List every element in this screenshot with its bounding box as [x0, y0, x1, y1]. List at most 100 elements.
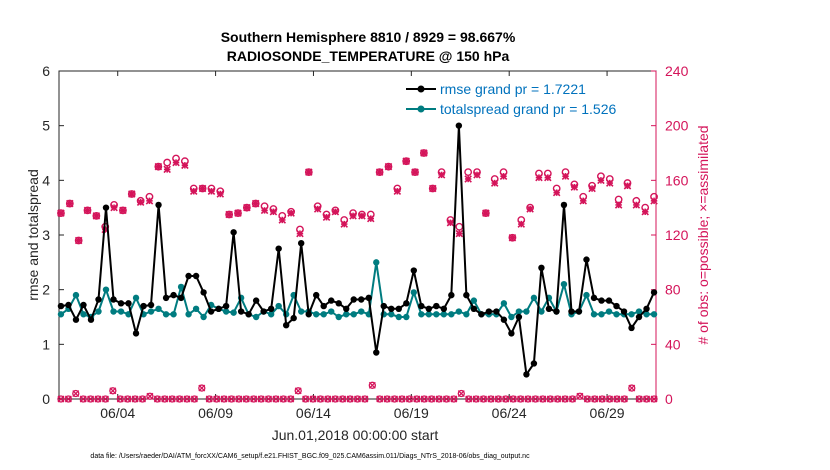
rmse-point: [620, 308, 628, 315]
obs-assimilated-point: [535, 173, 543, 182]
obs-zero-point: [457, 389, 465, 398]
y-left-tick-label: 4: [42, 172, 50, 188]
obs-zero-point: [650, 395, 658, 403]
obs-assimilated-point: [446, 218, 455, 227]
totalspread-point: [373, 259, 380, 266]
obs-assimilated-point: [128, 190, 136, 198]
rmse-point: [200, 289, 207, 296]
obs-assimilated-point: [216, 190, 225, 198]
rmse-point: [560, 201, 568, 209]
y-right-tick-label: 40: [665, 336, 681, 352]
legend-spread-label: totalspread grand pr = 1.526: [440, 101, 617, 117]
obs-zero-point: [116, 395, 124, 403]
totalspread-point: [463, 311, 470, 318]
totalspread-point: [297, 308, 305, 315]
rmse-point: [403, 300, 410, 307]
obs-assimilated-point: [508, 233, 517, 242]
obs-assimilated-point: [251, 199, 260, 208]
obs-zero-point: [72, 389, 80, 398]
totalspread-point: [320, 311, 327, 318]
rmse-point: [365, 294, 372, 302]
totalspread-point: [147, 308, 155, 315]
obs-assimilated-point: [588, 184, 596, 193]
obs-zero-point: [605, 395, 614, 403]
rmse-point: [237, 308, 245, 315]
obs-assimilated-point: [420, 149, 428, 157]
rmse-point: [72, 316, 80, 323]
obs-assimilated-point: [499, 172, 508, 180]
obs-zero-point: [272, 395, 280, 403]
obs-zero-point: [450, 395, 458, 403]
rmse-point: [358, 296, 365, 303]
obs-assimilated-point: [278, 216, 287, 224]
totalspread-point: [523, 308, 530, 315]
rmse-point: [568, 308, 575, 315]
obs-assimilated-point: [490, 179, 499, 187]
rmse-point: [320, 302, 327, 310]
obs-assimilated-point: [340, 220, 348, 228]
totalspread-point: [628, 311, 635, 318]
x-axis-label: Jun.01,2018 00:00:00 start: [272, 427, 439, 443]
obs-assimilated-point: [544, 173, 552, 182]
rmse-point: [575, 308, 583, 315]
obs-zero-point: [591, 395, 599, 403]
obs-assimilated-point: [198, 184, 207, 193]
obs-zero-point: [198, 384, 206, 392]
obs-assimilated-point: [57, 209, 65, 217]
obs-assimilated-point: [384, 162, 393, 171]
rmse-point: [515, 313, 523, 321]
obs-assimilated-point: [606, 179, 614, 187]
y-right-tick-label: 0: [665, 391, 673, 407]
rmse-point: [635, 313, 643, 321]
totalspread-point: [200, 313, 207, 321]
obs-assimilated-point: [66, 199, 74, 208]
obs-assimilated-point: [136, 198, 145, 206]
totalspread-point: [350, 311, 357, 318]
obs-assimilated-point: [145, 197, 154, 205]
x-tick-label: 06/09: [198, 405, 233, 421]
obs-zero-point: [153, 395, 161, 403]
totalspread-point: [470, 297, 478, 304]
rmse-point: [102, 204, 110, 211]
obs-assimilated-point: [225, 210, 233, 219]
rmse-point: [260, 308, 267, 315]
obs-zero-point: [301, 395, 310, 403]
totalspread-point: [170, 311, 177, 318]
rmse-point: [373, 349, 380, 356]
obs-assimilated-point: [552, 188, 561, 197]
rmse-point: [185, 272, 192, 280]
rmse-point: [470, 305, 478, 312]
rmse-point: [110, 296, 117, 303]
obs-zero-point: [220, 395, 228, 403]
totalspread-point: [155, 305, 162, 312]
obs-assimilated-point: [313, 205, 322, 213]
obs-assimilated-point: [74, 236, 83, 245]
obs-zero-point: [539, 395, 547, 403]
y-left-tick-label: 6: [42, 63, 50, 79]
obs-zero-point: [242, 395, 250, 403]
obs-assimilated-point: [110, 203, 118, 212]
obs-zero-point: [79, 395, 87, 403]
obs-zero-point: [598, 395, 606, 403]
obs-zero-point: [324, 395, 332, 403]
obs-zero-point: [175, 395, 184, 403]
obs-zero-point: [554, 395, 562, 403]
obs-zero-point: [250, 395, 258, 403]
rmse-point: [335, 300, 342, 307]
rmse-point: [605, 297, 613, 304]
obs-assimilated-point: [83, 206, 92, 215]
rmse-point: [545, 305, 553, 312]
rmse-point: [192, 272, 200, 280]
rmse-point: [305, 311, 312, 318]
rmse-point: [155, 201, 162, 209]
totalspread-point: [418, 311, 425, 318]
y-left-tick-label: 2: [42, 282, 50, 298]
rmse-point: [297, 240, 305, 247]
obs-assimilated-point: [358, 212, 366, 220]
obs-zero-point: [583, 395, 591, 403]
totalspread-point: [598, 311, 605, 318]
rmse-point: [117, 300, 125, 307]
totalspread-point: [583, 291, 590, 299]
obs-zero-point: [642, 395, 651, 403]
obs-zero-point: [420, 395, 428, 403]
